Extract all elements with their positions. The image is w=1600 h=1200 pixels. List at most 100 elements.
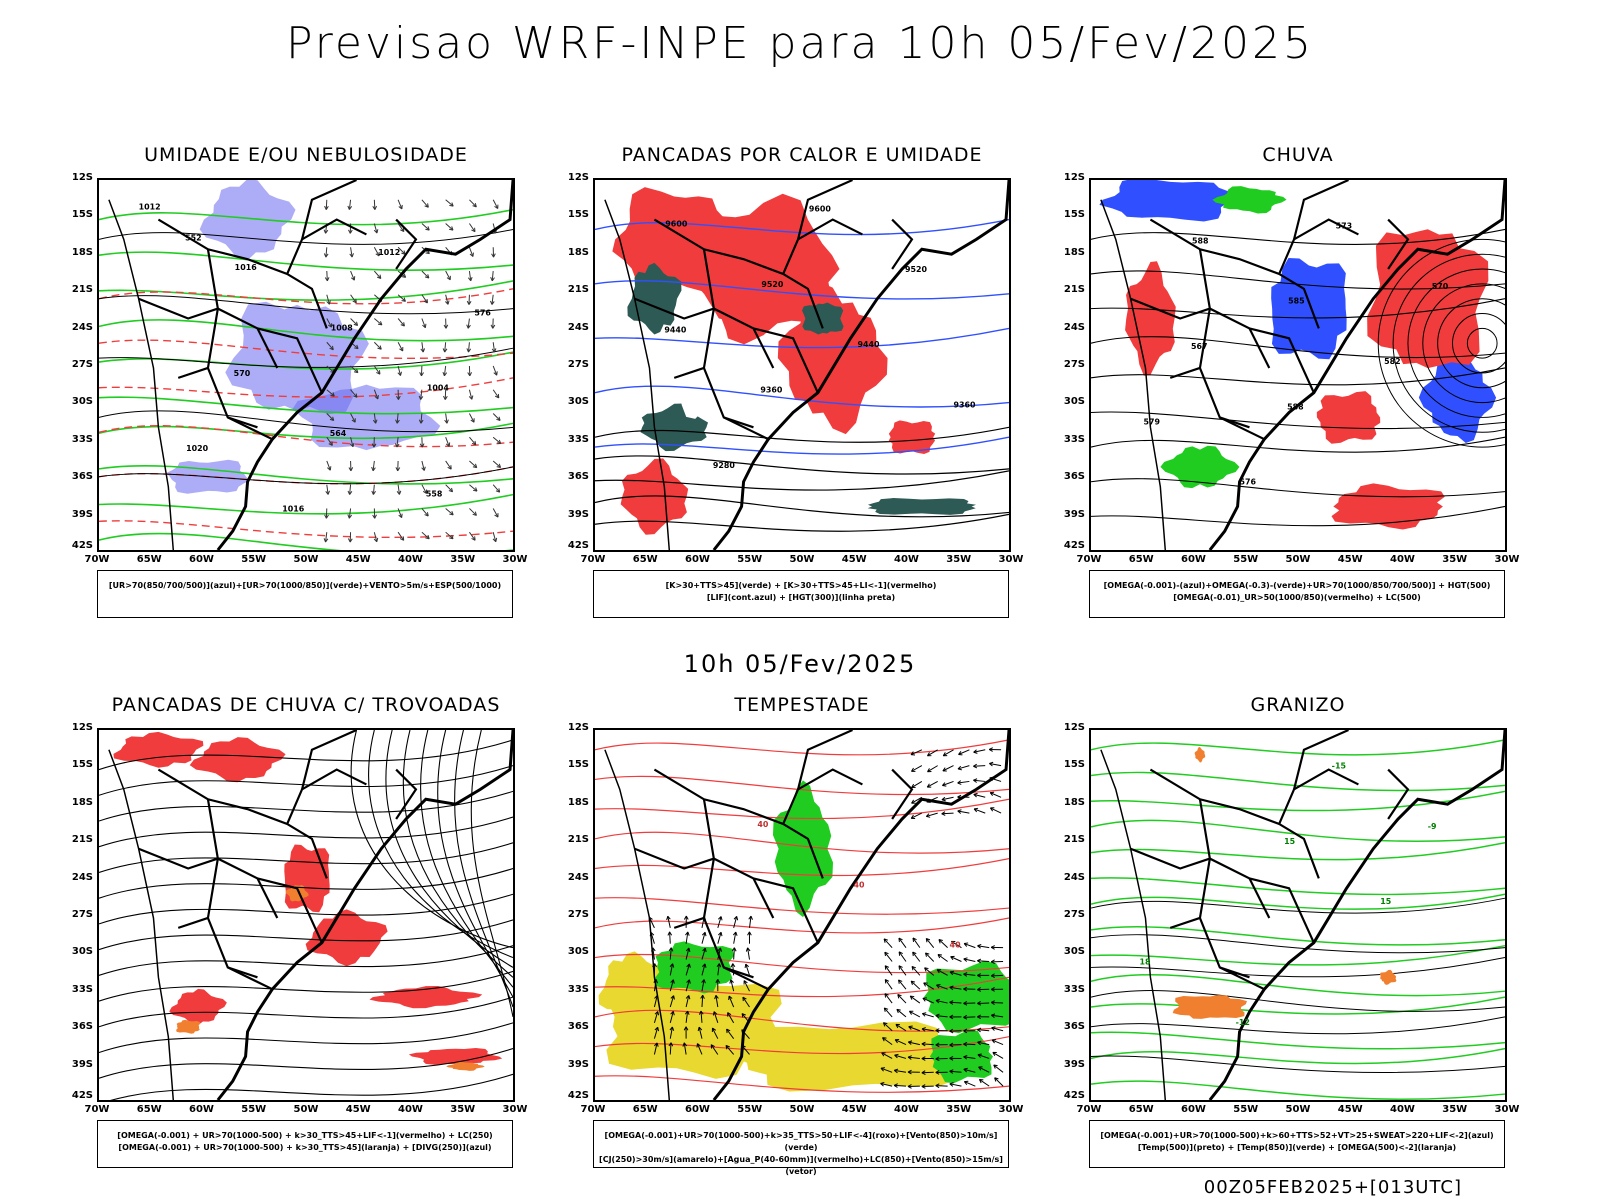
contour-label: 579 — [1143, 417, 1160, 426]
lat-tick-label: 39S — [1063, 508, 1085, 520]
legend-box: [K>30+TTS>45](verde) + [K>30+TTS>45+LI<-… — [593, 570, 1009, 618]
lat-tick-label: 36S — [1063, 1021, 1085, 1033]
lat-tick-label: 27S — [567, 909, 589, 920]
lon-tick-label: 45W — [1337, 1104, 1363, 1115]
lon-tick-label: 45W — [345, 554, 371, 565]
lat-tick-label: 42S — [1063, 1090, 1085, 1101]
weather-map: 9600 9520 9440 9360 9280 9600 9520 9440 9360 — [595, 180, 1009, 550]
lon-tick-label: 50W — [789, 554, 815, 565]
lon-tick-label: 60W — [189, 1104, 214, 1115]
lat-tick-label: 12S — [71, 172, 93, 183]
contour-label: 40 — [950, 941, 962, 950]
lat-tick-label: 12S — [567, 172, 589, 183]
legend-line: [OMEGA(-0.001)-(azul)+OMEGA(-0.3)-(verde… — [1103, 581, 1491, 590]
lat-tick-label: 42S — [567, 540, 589, 551]
lat-tick-label: 27S — [1063, 909, 1085, 920]
lat-tick-label: 30S — [1063, 946, 1085, 958]
map-panel — [97, 728, 515, 1102]
lat-tick-label: 18S — [1063, 246, 1085, 258]
lat-tick-label: 42S — [567, 1090, 589, 1101]
contour-label: 9520 — [905, 265, 928, 274]
lat-tick-label: 36S — [567, 471, 589, 483]
contour-label: 1016 — [282, 504, 305, 513]
lat-tick-label: 21S — [71, 284, 93, 296]
weather-map: 15 15 18 -12 -15 -9 — [1091, 730, 1505, 1100]
legend-line: [OMEGA(-0.001)+UR>70(1000-500)+k>60+TTS>… — [1100, 1131, 1494, 1140]
legend-line: [UR>70(850/700/500)](azul)+[UR>70(1000/8… — [108, 581, 502, 590]
panel-title: CHUVA — [1262, 144, 1334, 166]
lat-tick-label: 24S — [71, 871, 93, 883]
contour-label: 1008 — [331, 323, 354, 332]
lon-tick-label: 35W — [1442, 1104, 1468, 1115]
lat-tick-label: 33S — [567, 983, 589, 995]
lat-tick-label: 42S — [71, 540, 93, 551]
lat-tick-label: 18S — [567, 796, 589, 808]
contour-label: 588 — [1287, 403, 1304, 412]
lon-tick-label: 70W — [84, 554, 110, 565]
legend-line: [CJ(250)>30m/s](amarelo)+[Agua_P(40-60mm… — [599, 1155, 1003, 1176]
contour-label: 585 — [1288, 297, 1305, 306]
contour-label: 567 — [1191, 342, 1208, 351]
panel-title: GRANIZO — [1250, 694, 1346, 716]
lon-tick-label: 35W — [450, 1104, 476, 1115]
mid-title: 10h 05/Fev/2025 — [683, 650, 917, 678]
contour-label: 9440 — [664, 325, 687, 334]
lon-tick-label: 65W — [632, 554, 658, 565]
lon-tick-label: 65W — [1128, 554, 1154, 565]
lon-tick-label: 70W — [1076, 554, 1102, 565]
lon-tick-label: 35W — [946, 1104, 972, 1115]
lon-tick-label: 65W — [136, 554, 162, 565]
lon-tick-label: 45W — [841, 1104, 867, 1115]
legend-box: [OMEGA(-0.001)+UR>70(1000-500)+k>35_TTS>… — [593, 1120, 1009, 1176]
legend-line: [OMEGA(-0.001)+UR>70(1000-500)+k>35_TTS>… — [604, 1131, 998, 1152]
contour-label: 1016 — [235, 263, 258, 272]
lon-tick-label: 50W — [1285, 1104, 1311, 1115]
lon-tick-label: 30W — [998, 554, 1024, 565]
lat-tick-label: 21S — [567, 834, 589, 846]
lon-tick-label: 50W — [789, 1104, 815, 1115]
legend-line: [Temp(500)](preto) + [Temp(850)](verde) … — [1137, 1143, 1457, 1152]
legend-box: [UR>70(850/700/500)](azul)+[UR>70(1000/8… — [97, 570, 513, 618]
lon-tick-label: 30W — [1494, 554, 1520, 565]
lon-tick-label: 60W — [685, 554, 710, 565]
contour-label: 1004 — [427, 384, 450, 393]
lat-tick-label: 15S — [71, 759, 93, 771]
lon-tick-label: 45W — [841, 554, 867, 565]
lon-tick-label: 70W — [84, 1104, 110, 1115]
lat-tick-label: 18S — [71, 796, 93, 808]
lon-tick-label: 70W — [1076, 1104, 1102, 1115]
contour-label: 1020 — [186, 444, 209, 453]
lon-tick-label: 60W — [685, 1104, 710, 1115]
lat-tick-label: 24S — [71, 321, 93, 333]
lon-tick-label: 55W — [241, 1104, 267, 1115]
lon-tick-label: 55W — [1233, 1104, 1259, 1115]
lat-tick-label: 15S — [1063, 759, 1085, 771]
contour-label: 15 — [1284, 837, 1295, 846]
lat-tick-label: 39S — [567, 1058, 589, 1070]
lon-tick-label: 35W — [946, 554, 972, 565]
lat-tick-label: 15S — [567, 209, 589, 221]
contour-label: 582 — [1384, 357, 1401, 366]
lon-tick-label: 40W — [398, 554, 423, 565]
lat-tick-label: 30S — [71, 396, 93, 408]
lat-tick-label: 30S — [567, 946, 589, 958]
lon-tick-label: 45W — [345, 1104, 371, 1115]
contour-label: 9600 — [665, 220, 688, 229]
lat-tick-label: 27S — [567, 359, 589, 370]
lon-tick-label: 55W — [737, 1104, 763, 1115]
panel-title: TEMPESTADE — [734, 694, 870, 716]
lat-tick-label: 15S — [71, 209, 93, 221]
contour-label: 9520 — [761, 280, 784, 289]
legend-line: [K>30+TTS>45](verde) + [K>30+TTS>45+LI<-… — [665, 581, 937, 590]
lat-tick-label: 33S — [567, 433, 589, 445]
lon-tick-label: 30W — [1494, 1104, 1520, 1115]
lat-tick-label: 21S — [1063, 834, 1085, 846]
lat-tick-label: 39S — [71, 508, 93, 520]
lon-tick-label: 60W — [1181, 554, 1206, 565]
lat-tick-label: 24S — [567, 321, 589, 333]
weather-map — [99, 730, 513, 1100]
lat-tick-label: 12S — [1063, 172, 1085, 183]
weather-map: 588 585 582 579 576 573 570 567 588 — [1091, 180, 1505, 550]
lat-tick-label: 24S — [567, 871, 589, 883]
contour-label: 558 — [426, 490, 443, 499]
